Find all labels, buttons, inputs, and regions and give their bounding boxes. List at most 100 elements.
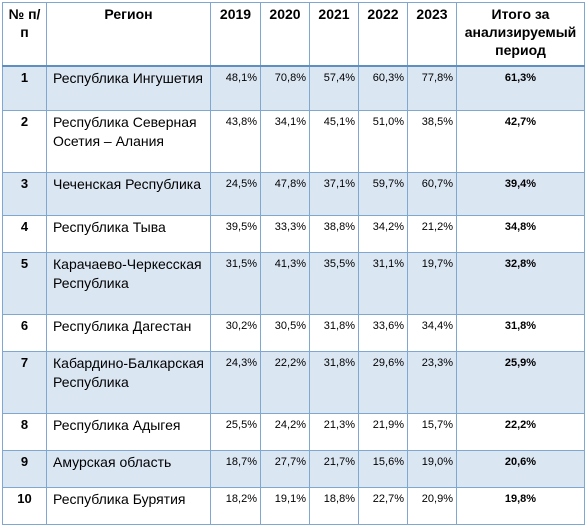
region-name: Республика Дагестан bbox=[46, 313, 211, 352]
region-name: Амурская область bbox=[46, 449, 211, 488]
value-2022: 31,1% bbox=[358, 251, 408, 315]
row-number: 9 bbox=[2, 449, 47, 488]
value-2021: 35,5% bbox=[309, 251, 359, 315]
value-2020: 22,2% bbox=[260, 350, 310, 414]
value-2021: 21,3% bbox=[309, 412, 359, 451]
value-2023: 19,7% bbox=[407, 251, 457, 315]
row-number: 3 bbox=[2, 171, 47, 216]
total-value: 22,2% bbox=[456, 412, 585, 451]
total-value: 42,7% bbox=[456, 109, 585, 173]
value-2021: 31,8% bbox=[309, 350, 359, 414]
header-num: № п/п bbox=[2, 2, 47, 67]
value-2023: 19,0% bbox=[407, 449, 457, 488]
header-2020: 2020 bbox=[260, 2, 310, 67]
value-2022: 51,0% bbox=[358, 109, 408, 173]
row-number: 8 bbox=[2, 412, 47, 451]
region-name: Карачаево-Черкесская Республика bbox=[46, 251, 211, 315]
value-2020: 33,3% bbox=[260, 214, 310, 253]
table-row: 3 Чеченская Республика 24,5% 47,8% 37,1% 59,7… bbox=[2, 171, 585, 216]
value-2023: 34,4% bbox=[407, 313, 457, 352]
table-row: 1 Республика Ингушетия 48,1% 70,8% 57,4% 60,3… bbox=[2, 65, 585, 111]
total-value: 39,4% bbox=[456, 171, 585, 216]
row-number: 4 bbox=[2, 214, 47, 253]
value-2021: 21,7% bbox=[309, 449, 359, 488]
total-value: 34,8% bbox=[456, 214, 585, 253]
value-2022: 59,7% bbox=[358, 171, 408, 216]
value-2023: 21,2% bbox=[407, 214, 457, 253]
region-name: Республика Адыгея bbox=[46, 412, 211, 451]
value-2022: 34,2% bbox=[358, 214, 408, 253]
value-2020: 30,5% bbox=[260, 313, 310, 352]
value-2019: 24,5% bbox=[210, 171, 261, 216]
total-value: 31,8% bbox=[456, 313, 585, 352]
header-2019: 2019 bbox=[210, 2, 261, 67]
total-value: 25,9% bbox=[456, 350, 585, 414]
total-value: 32,8% bbox=[456, 251, 585, 315]
value-2022: 29,6% bbox=[358, 350, 408, 414]
value-2020: 70,8% bbox=[260, 65, 310, 111]
value-2022: 33,6% bbox=[358, 313, 408, 352]
total-value: 19,8% bbox=[456, 486, 585, 525]
value-2019: 39,5% bbox=[210, 214, 261, 253]
row-number: 1 bbox=[2, 65, 47, 111]
value-2021: 31,8% bbox=[309, 313, 359, 352]
region-name: Кабардино-Балкарская Республика bbox=[46, 350, 211, 414]
header-row: № п/п Регион 2019 2020 2021 2022 2023 Ит… bbox=[2, 2, 585, 67]
value-2019: 43,8% bbox=[210, 109, 261, 173]
value-2023: 23,3% bbox=[407, 350, 457, 414]
header-2022: 2022 bbox=[358, 2, 408, 67]
value-2022: 21,9% bbox=[358, 412, 408, 451]
region-name: Республика Ингушетия bbox=[46, 65, 211, 111]
value-2020: 27,7% bbox=[260, 449, 310, 488]
value-2021: 18,8% bbox=[309, 486, 359, 525]
row-number: 6 bbox=[2, 313, 47, 352]
total-value: 61,3% bbox=[456, 65, 585, 111]
region-name: Республика Тыва bbox=[46, 214, 211, 253]
total-value: 20,6% bbox=[456, 449, 585, 488]
table-row: 8 Республика Адыгея 25,5% 24,2% 21,3% 21,9% 15… bbox=[2, 412, 585, 451]
table-row: 9 Амурская область 18,7% 27,7% 21,7% 15,6% 19,… bbox=[2, 449, 585, 488]
value-2019: 18,7% bbox=[210, 449, 261, 488]
value-2023: 60,7% bbox=[407, 171, 457, 216]
value-2023: 77,8% bbox=[407, 65, 457, 111]
value-2019: 31,5% bbox=[210, 251, 261, 315]
header-2023: 2023 bbox=[407, 2, 457, 67]
value-2020: 19,1% bbox=[260, 486, 310, 525]
value-2020: 41,3% bbox=[260, 251, 310, 315]
table-row: 10 Республика Бурятия 18,2% 19,1% 18,8% 22,7%… bbox=[2, 486, 585, 525]
value-2021: 45,1% bbox=[309, 109, 359, 173]
value-2021: 37,1% bbox=[309, 171, 359, 216]
value-2019: 24,3% bbox=[210, 350, 261, 414]
table-row: 4 Республика Тыва 39,5% 33,3% 38,8% 34,2% 21,2… bbox=[2, 214, 585, 253]
table-row: 5 Карачаево-Черкесская Республика 31,5% 41,… bbox=[2, 251, 585, 315]
value-2023: 20,9% bbox=[407, 486, 457, 525]
row-number: 2 bbox=[2, 109, 47, 173]
value-2019: 48,1% bbox=[210, 65, 261, 111]
row-number: 5 bbox=[2, 251, 47, 315]
value-2019: 25,5% bbox=[210, 412, 261, 451]
value-2019: 18,2% bbox=[210, 486, 261, 525]
value-2022: 22,7% bbox=[358, 486, 408, 525]
row-number: 7 bbox=[2, 350, 47, 414]
table-row: 7 Кабардино-Балкарская Республика 24,3% 22,… bbox=[2, 350, 585, 414]
row-number: 10 bbox=[2, 486, 47, 525]
region-name: Республика Северная Осетия – Алания bbox=[46, 109, 211, 173]
header-total: Итого за анализируемый период bbox=[456, 2, 585, 67]
table-row: 2 Республика Северная Осетия – Алания 43,8… bbox=[2, 109, 585, 173]
table-row: 6 Республика Дагестан 30,2% 30,5% 31,8% 33,6%… bbox=[2, 313, 585, 352]
value-2019: 30,2% bbox=[210, 313, 261, 352]
value-2020: 34,1% bbox=[260, 109, 310, 173]
region-name: Чеченская Республика bbox=[46, 171, 211, 216]
table-body: 1 Республика Ингушетия 48,1% 70,8% 57,4% 60,3… bbox=[2, 65, 585, 525]
value-2022: 60,3% bbox=[358, 65, 408, 111]
header-region: Регион bbox=[46, 2, 211, 67]
value-2021: 38,8% bbox=[309, 214, 359, 253]
value-2022: 15,6% bbox=[358, 449, 408, 488]
value-2020: 47,8% bbox=[260, 171, 310, 216]
value-2023: 15,7% bbox=[407, 412, 457, 451]
value-2021: 57,4% bbox=[309, 65, 359, 111]
region-name: Республика Бурятия bbox=[46, 486, 211, 525]
value-2023: 38,5% bbox=[407, 109, 457, 173]
header-2021: 2021 bbox=[309, 2, 359, 67]
